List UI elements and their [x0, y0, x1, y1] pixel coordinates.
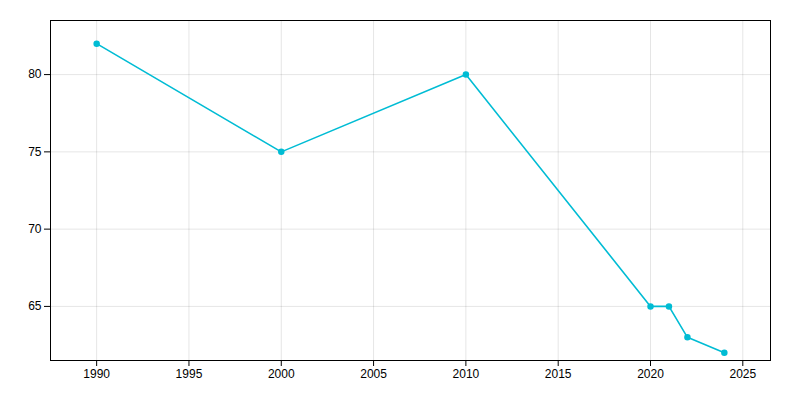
svg-text:2015: 2015 [545, 367, 572, 381]
svg-text:2025: 2025 [729, 367, 756, 381]
svg-text:2020: 2020 [637, 367, 664, 381]
svg-text:2000: 2000 [268, 367, 295, 381]
svg-text:80: 80 [28, 67, 42, 81]
svg-text:1995: 1995 [176, 367, 203, 381]
svg-text:70: 70 [28, 222, 42, 236]
svg-text:2010: 2010 [453, 367, 480, 381]
svg-text:75: 75 [28, 145, 42, 159]
svg-text:2005: 2005 [360, 367, 387, 381]
svg-text:65: 65 [28, 299, 42, 313]
svg-text:1990: 1990 [83, 367, 110, 381]
